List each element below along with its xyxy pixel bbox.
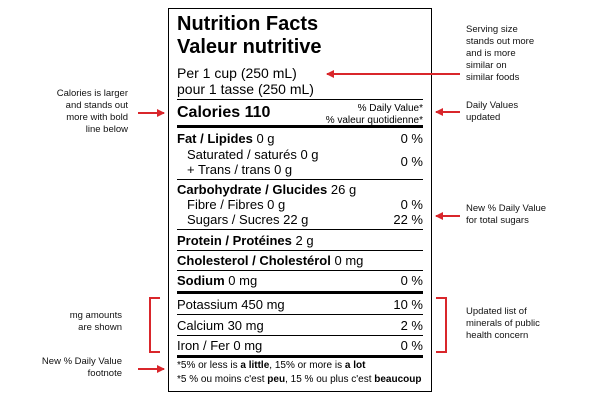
footnote-text: a lot <box>344 360 366 371</box>
thick-rule <box>177 125 423 128</box>
annotation-line: and stands out <box>65 100 128 111</box>
sodium-row: Sodium 0 mg <box>177 273 257 288</box>
annotation-line: updated <box>466 112 501 123</box>
protein-row: Protein / Protéines 2 g <box>177 233 314 248</box>
dv-value: 0 % <box>400 154 423 169</box>
dv-value: 10 % <box>393 297 423 312</box>
bracket <box>436 297 447 353</box>
annotation-line: Updated list of <box>466 306 527 317</box>
annotation-line: line below <box>85 124 128 135</box>
annotation-calories: Calories is larger and stands out more wit… <box>57 88 128 136</box>
dv-value: 0 % <box>400 273 423 288</box>
rule <box>177 314 423 315</box>
annotation-line: New % Daily Value <box>466 203 547 214</box>
nutrient-name: Cholesterol / Cholestérol <box>177 253 331 268</box>
nutrient-amount: 26 g <box>330 182 357 197</box>
annotation-line: health concern <box>466 330 529 341</box>
bracket <box>149 297 160 353</box>
cholesterol-row: Cholesterol / Cholestérol 0 mg <box>177 253 363 268</box>
nutrient-amount: 0 g <box>256 131 275 146</box>
annotation-line: more with bold <box>66 112 128 123</box>
dv-value: 0 % <box>400 131 423 146</box>
footnote-fr: *5 % ou moins c'est peu, 15 % ou plus c'… <box>177 374 422 386</box>
carbohydrate-row: Carbohydrate / Glucides 26 g <box>177 182 356 197</box>
thick-rule <box>177 291 423 294</box>
nutrient-name: Protein / Protéines <box>177 233 292 248</box>
footnote-text: beaucoup <box>374 374 422 385</box>
nutrient-amount: 0 mg <box>334 253 364 268</box>
annotation-line: similar on <box>466 60 507 71</box>
annotation-minerals: Updated list of minerals of public health … <box>466 306 540 342</box>
annotation-footnote: New % Daily Value footnote <box>42 356 122 380</box>
sugars: Sugars / Sucres 22 g <box>187 212 309 227</box>
footnote-text: , 15 % ou plus c'est <box>285 374 375 385</box>
footnote-en: *5% or less is a little, 15% or more is … <box>177 360 365 372</box>
title-en: Nutrition Facts <box>177 13 319 35</box>
annotation-line: Daily Values <box>466 100 519 111</box>
potassium: Potassium 450 mg <box>177 297 285 312</box>
annotation-line: Calories is larger <box>56 88 128 99</box>
nutrient-name: Carbohydrate / Glucides <box>177 182 328 197</box>
rule <box>177 99 423 100</box>
annotation-line: footnote <box>87 368 122 379</box>
annotation-line: for total sugars <box>466 215 529 226</box>
serving-en: Per 1 cup (250 mL) <box>177 65 297 81</box>
annotation-line: minerals of public <box>466 318 540 329</box>
annotation-line: Serving size <box>466 24 518 35</box>
rule <box>177 229 423 230</box>
thick-rule <box>177 355 423 358</box>
nutrient-amount: 0 mg <box>228 273 258 288</box>
footnote-text: peu <box>267 374 286 385</box>
annotation-line: stands out more <box>466 36 535 47</box>
annotation-line: and is more <box>466 48 516 59</box>
dv-value: 0 % <box>400 197 423 212</box>
dv-header-fr: % valeur quotidienne* <box>325 115 423 126</box>
nutrient-amount: 2 g <box>295 233 314 248</box>
nutrient-name: Fat / Lipides <box>177 131 253 146</box>
dv-value: 22 % <box>393 212 423 227</box>
annotation-line: similar foods <box>466 72 520 83</box>
rule <box>177 335 423 336</box>
annotation-sugars: New % Daily Value for total sugars <box>466 203 546 227</box>
footnote-text: *5 % ou moins c'est <box>177 374 268 385</box>
footnote-text: , 15% or more is <box>269 360 345 371</box>
annotation-line: mg amounts <box>69 310 122 321</box>
calcium: Calcium 30 mg <box>177 318 264 333</box>
rule <box>177 250 423 251</box>
rule <box>177 179 423 180</box>
rule <box>177 270 423 271</box>
dv-value: 0 % <box>400 338 423 353</box>
annotation-daily-values: Daily Values updated <box>466 100 518 124</box>
footnote-text: a little <box>240 360 270 371</box>
annotation-mg: mg amounts are shown <box>70 310 122 334</box>
serving-fr: pour 1 tasse (250 mL) <box>177 81 314 97</box>
title-fr: Valeur nutritive <box>177 36 322 58</box>
annotation-serving: Serving size stands out more and is more si… <box>466 24 534 84</box>
fibre: Fibre / Fibres 0 g <box>187 197 286 212</box>
dv-value: 2 % <box>400 318 423 333</box>
nutrient-name: Sodium <box>177 273 225 288</box>
nutrition-label: Nutrition Facts Valeur nutritive Per 1 c… <box>168 8 432 392</box>
calories: Calories 110 <box>177 104 271 121</box>
annotation-line: are shown <box>78 322 122 333</box>
annotation-line: New % Daily Value <box>41 356 122 367</box>
trans: + Trans / trans 0 g <box>187 162 293 177</box>
saturated: Saturated / saturés 0 g <box>187 147 319 162</box>
iron: Iron / Fer 0 mg <box>177 338 263 353</box>
fat-row: Fat / Lipides 0 g <box>177 131 275 146</box>
dv-header-en: % Daily Value* <box>357 103 423 114</box>
footnote-text: *5% or less is <box>177 360 241 371</box>
